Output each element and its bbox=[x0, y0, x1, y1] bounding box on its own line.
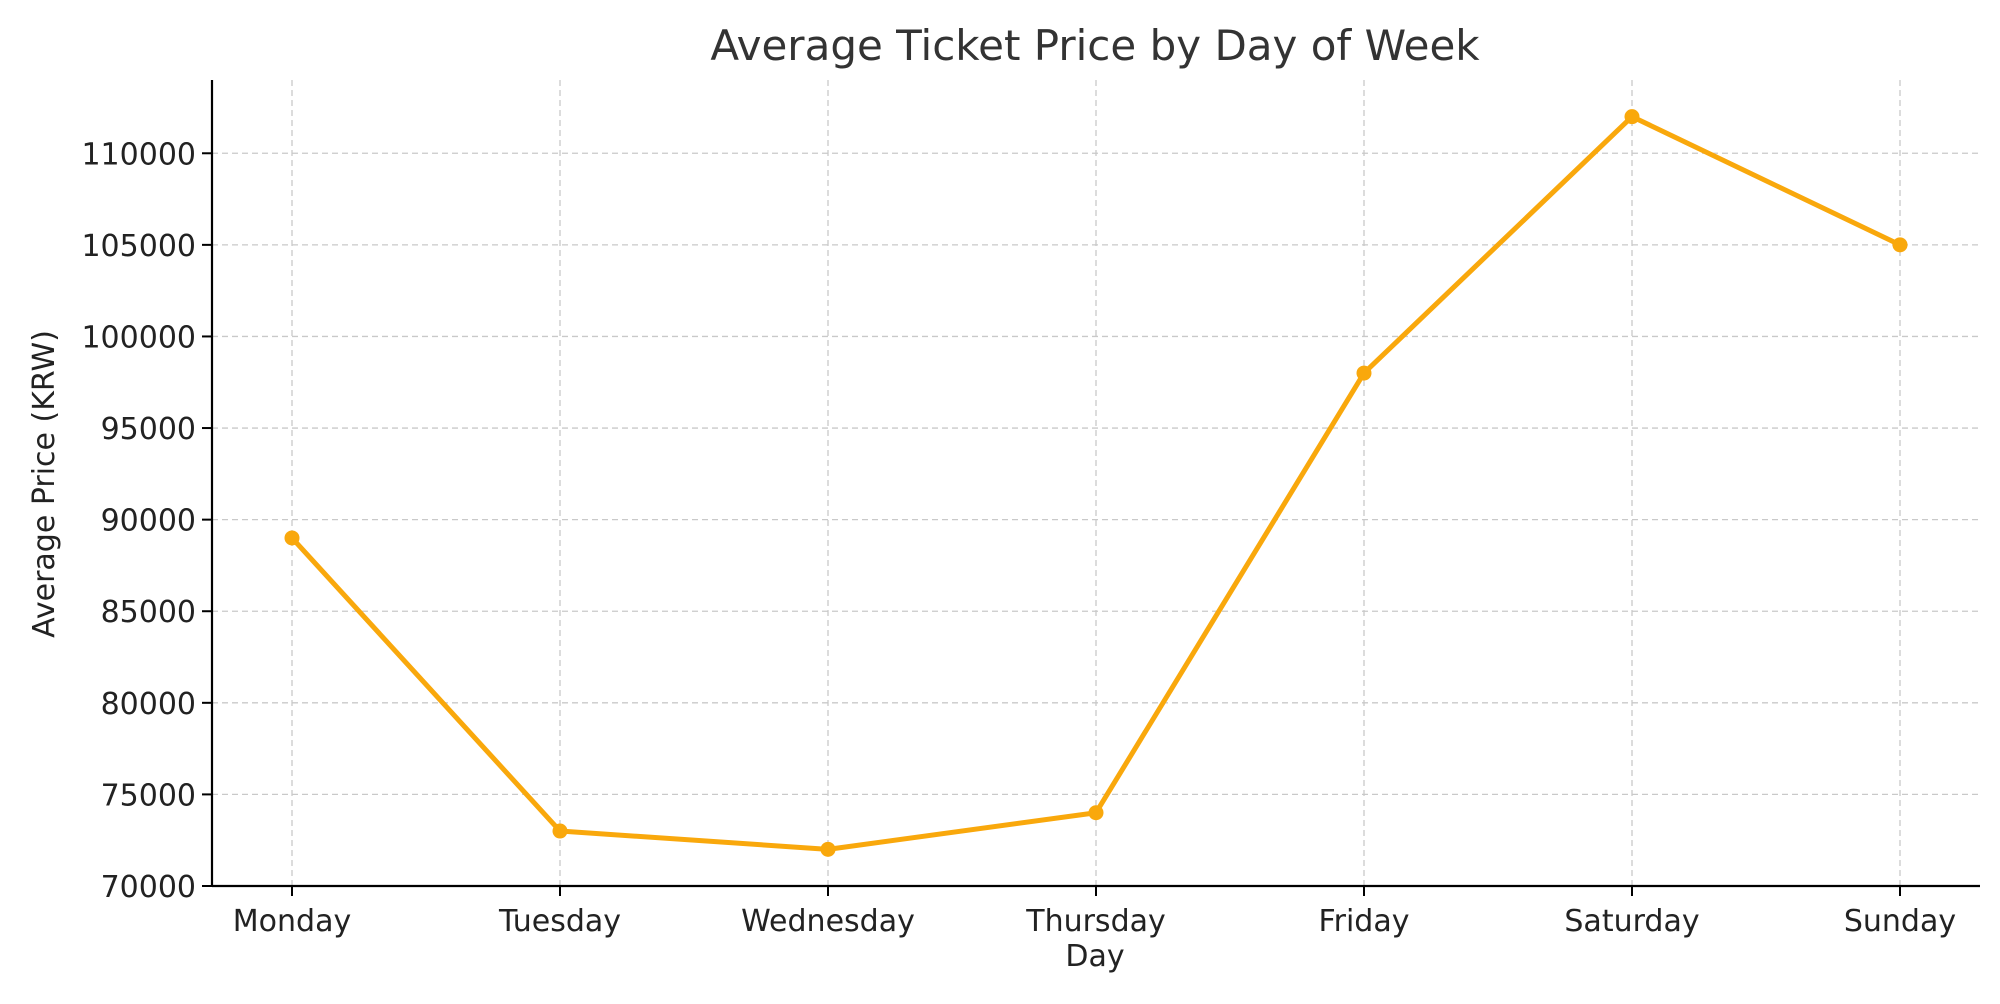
x-axis-label: Day bbox=[1065, 939, 1124, 974]
data-point bbox=[1088, 805, 1104, 821]
y-axis-label: Average Price (KRW) bbox=[27, 330, 62, 638]
y-tick-label: 95000 bbox=[101, 412, 196, 447]
y-tick-label: 85000 bbox=[101, 595, 196, 630]
x-tick-label: Monday bbox=[233, 904, 351, 939]
x-tick-label: Friday bbox=[1319, 904, 1410, 939]
y-tick-label: 80000 bbox=[101, 687, 196, 722]
data-point bbox=[820, 841, 836, 857]
chart-title: Average Ticket Price by Day of Week bbox=[710, 21, 1480, 70]
y-tick-label: 75000 bbox=[101, 778, 196, 813]
x-tick-label: Sunday bbox=[1844, 904, 1956, 939]
ticks-layer: 70000 75000 80000 85000 90000 95000 100000 1050… bbox=[81, 137, 1956, 939]
y-tick-label: 110000 bbox=[81, 137, 196, 172]
data-point bbox=[1624, 109, 1640, 125]
data-point bbox=[552, 823, 568, 839]
data-point bbox=[284, 530, 300, 546]
x-tick-label: Saturday bbox=[1564, 904, 1699, 939]
x-tick-label: Wednesday bbox=[741, 904, 915, 939]
series-layer bbox=[284, 109, 1908, 857]
y-tick-label: 105000 bbox=[81, 229, 196, 264]
y-tick-label: 70000 bbox=[101, 870, 196, 905]
x-tick-label: Tuesday bbox=[498, 904, 621, 939]
x-tick-label: Thursday bbox=[1025, 904, 1166, 939]
data-point bbox=[1892, 237, 1908, 253]
grid-layer bbox=[212, 80, 1980, 886]
data-point bbox=[1356, 365, 1372, 381]
y-tick-label: 100000 bbox=[81, 320, 196, 355]
y-tick-label: 90000 bbox=[101, 504, 196, 539]
